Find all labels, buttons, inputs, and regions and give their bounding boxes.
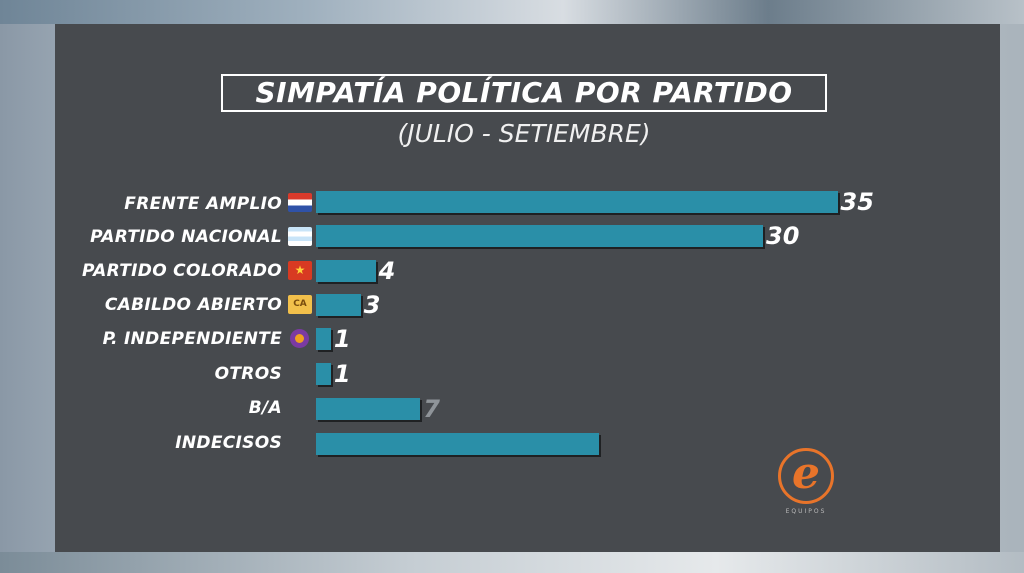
chart-panel: [55, 24, 1000, 552]
frente-amplio-flag-icon: [288, 193, 312, 212]
value-label-p-independiente: 1: [333, 325, 351, 353]
partido-colorado-flag-icon: ★: [288, 261, 312, 280]
bar-otros: [316, 363, 331, 385]
bar-partido-nacional: [316, 225, 763, 247]
bar-cabildo-abierto: [316, 294, 361, 316]
broadcaster-logo-letter: e: [792, 448, 820, 499]
category-label-frente-amplio: FRENTE AMPLIO: [124, 194, 282, 214]
bar-p-independiente: [316, 328, 331, 350]
cabildo-abierto-logo-icon: CA: [288, 295, 312, 314]
bar-indecisos: [316, 433, 600, 455]
category-label-cabildo-abierto: CABILDO ABIERTO: [104, 295, 282, 315]
partido-independiente-logo-icon: [290, 329, 309, 348]
value-label-frente-amplio: 35: [840, 188, 874, 216]
background-bottom: [0, 552, 1024, 573]
category-label-otros: OTROS: [214, 364, 282, 384]
broadcaster-logo: [778, 448, 834, 504]
chart-title: SIMPATÍA POLÍTICA POR PARTIDO: [255, 76, 793, 109]
value-label-partido-colorado: 4: [378, 257, 396, 285]
partido-nacional-flag-icon: [288, 227, 312, 246]
bar-b-a: [316, 398, 421, 420]
category-label-b-a: B/A: [248, 398, 282, 418]
bar-partido-colorado: [316, 260, 376, 282]
category-label-partido-nacional: PARTIDO NACIONAL: [90, 227, 282, 247]
category-label-partido-colorado: PARTIDO COLORADO: [81, 261, 282, 281]
value-label-cabildo-abierto: 3: [363, 291, 381, 319]
background-top: [0, 0, 1024, 24]
chart-subtitle: (JULIO - SETIEMBRE): [397, 119, 651, 148]
bar-frente-amplio: [316, 191, 838, 213]
category-label-p-independiente: P. INDEPENDIENTE: [102, 329, 282, 349]
title-frame: [221, 74, 827, 112]
broadcaster-logo-caption: EQUIPOS: [785, 508, 827, 515]
value-label-partido-nacional: 30: [766, 222, 800, 250]
value-label-otros: 1: [333, 360, 351, 388]
value-label-b-a: 7: [423, 395, 440, 423]
category-label-indecisos: INDECISOS: [175, 433, 282, 453]
